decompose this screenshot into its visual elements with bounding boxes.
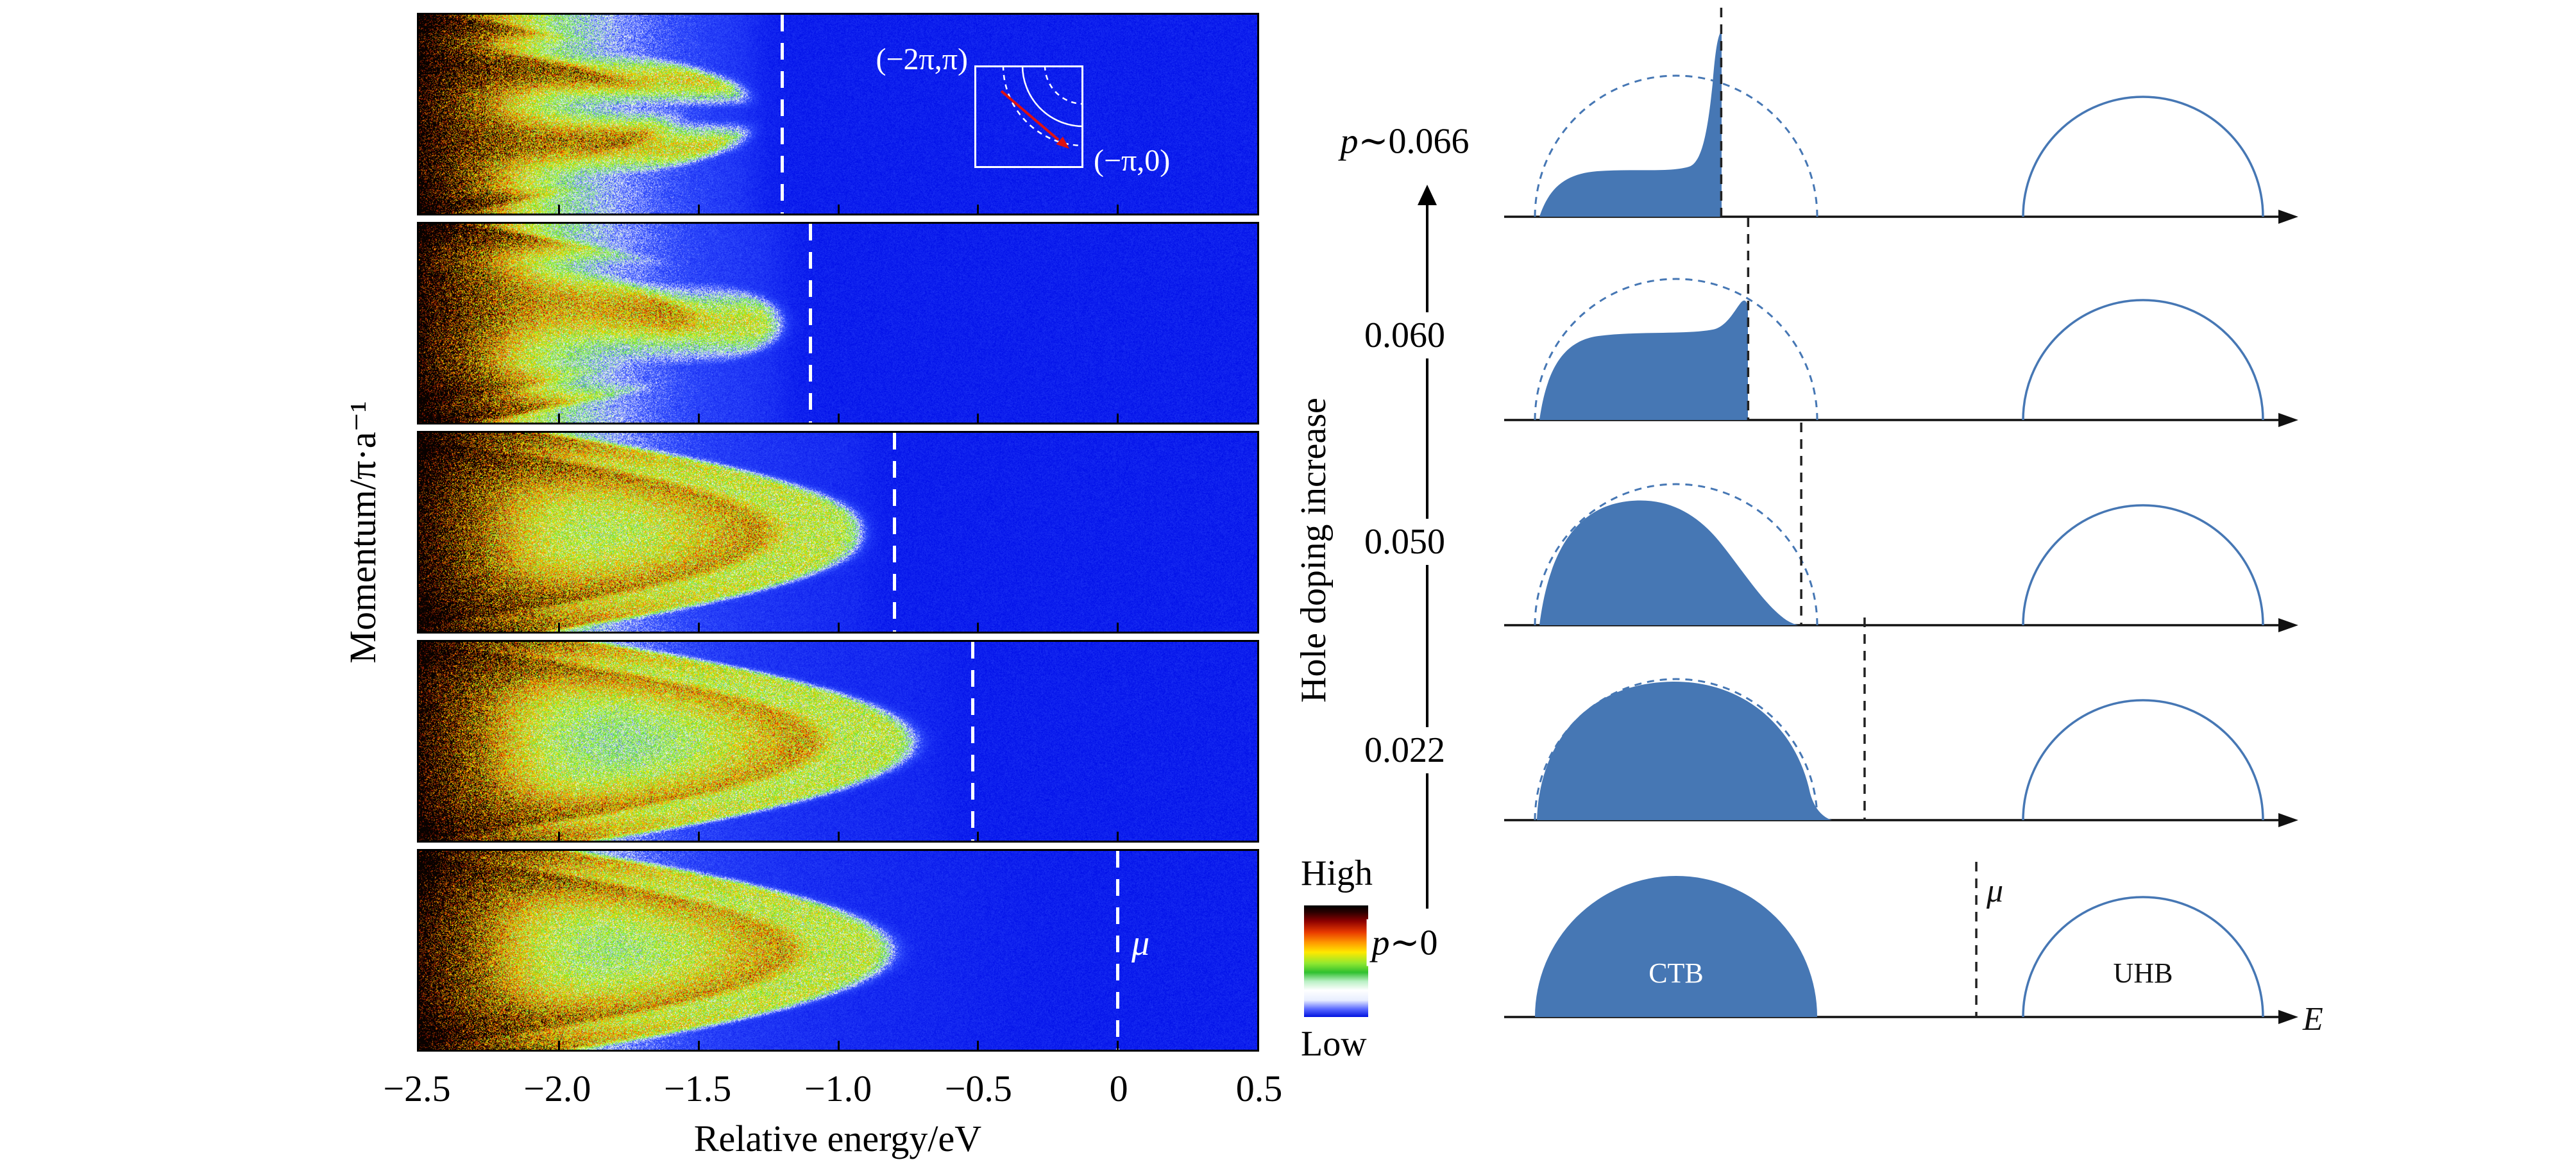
heatmap-panel-1 bbox=[417, 222, 1259, 424]
x-tick-label: −2.5 bbox=[383, 1067, 450, 1110]
doping-arrow-head-icon bbox=[1418, 185, 1437, 205]
doping-label-value: ∼0 bbox=[1390, 923, 1438, 963]
inset-corner-label-top: (−2π,π) bbox=[876, 42, 968, 77]
axis-tick bbox=[698, 832, 700, 841]
doping-level-label-4: p∼0 bbox=[1367, 920, 1443, 966]
x-axis-title: Relative energy/eV bbox=[694, 1117, 981, 1160]
chemical-potential-dashed-line bbox=[893, 433, 896, 632]
axis-tick bbox=[1117, 205, 1119, 214]
dos-row-1 bbox=[1501, 208, 2335, 439]
energy-axis-label: E bbox=[2302, 1001, 2323, 1038]
energy-axis-arrow-icon bbox=[2278, 1010, 2298, 1024]
heatmap-panel-0: (−2π,π) (−π,0) bbox=[417, 13, 1259, 215]
axis-tick bbox=[558, 832, 560, 841]
colorbar-low-label: Low bbox=[1301, 1023, 1367, 1064]
chemical-potential-dashed-line bbox=[809, 224, 812, 423]
doping-level-label-0: p∼0.066 bbox=[1335, 118, 1475, 165]
doping-label-value: ∼0.066 bbox=[1359, 122, 1470, 162]
x-tick-label: 0 bbox=[1110, 1067, 1128, 1110]
uhb-semicircle bbox=[2023, 300, 2263, 420]
chemical-potential-dashed-line bbox=[971, 642, 974, 841]
axis-tick bbox=[838, 832, 840, 841]
brillouin-zone-inset bbox=[974, 65, 1083, 168]
ctb-filled-shape bbox=[1535, 876, 1817, 1017]
ctb-filled-shape bbox=[1539, 31, 1722, 217]
axis-tick bbox=[558, 1041, 560, 1050]
axis-tick bbox=[977, 832, 979, 841]
axis-tick bbox=[1117, 414, 1119, 423]
ctb-filled-shape bbox=[1539, 500, 1800, 625]
uhb-label: UHB bbox=[2114, 957, 2173, 989]
axis-tick bbox=[838, 1041, 840, 1050]
heatmap-panel-3 bbox=[417, 640, 1259, 843]
axis-tick bbox=[558, 414, 560, 423]
doping-label-symbol: p bbox=[1341, 122, 1359, 162]
x-tick-label: −1.0 bbox=[804, 1067, 872, 1110]
uhb-semicircle bbox=[2023, 700, 2263, 820]
x-tick-label: −0.5 bbox=[945, 1067, 1012, 1110]
spectral-heatmap-canvas-1 bbox=[419, 224, 1257, 423]
figure-root: Momentum/π·a⁻¹ (−2π,π) (−π,0) μ −2.5 −2.0 −1… bbox=[0, 0, 2576, 1159]
axis-tick bbox=[1117, 832, 1119, 841]
heatmap-panel-4: μ bbox=[417, 849, 1259, 1052]
momentum-cut-arrow-icon bbox=[1001, 91, 1069, 149]
x-tick-label: 0.5 bbox=[1236, 1067, 1283, 1110]
dos-row-0 bbox=[1501, 5, 2335, 236]
axis-tick bbox=[558, 205, 560, 214]
doping-level-label-3: 0.022 bbox=[1359, 727, 1450, 773]
x-tick-label: −2.0 bbox=[523, 1067, 591, 1110]
colorbar bbox=[1304, 905, 1368, 1017]
chemical-potential-dashed-line bbox=[781, 15, 784, 214]
doping-axis-title: Hole doping increase bbox=[1293, 398, 1334, 703]
heatmap-panel-2 bbox=[417, 431, 1259, 634]
doping-label-symbol: p bbox=[1372, 923, 1390, 963]
spectral-heatmap-canvas-3 bbox=[419, 642, 1257, 841]
inset-corner-label-bottom: (−π,0) bbox=[1094, 143, 1170, 178]
axis-tick bbox=[838, 414, 840, 423]
uhb-semicircle bbox=[2023, 505, 2263, 625]
axis-tick bbox=[977, 1041, 979, 1050]
chemical-potential-dashed-line bbox=[1116, 851, 1119, 1050]
axis-tick bbox=[977, 414, 979, 423]
axis-tick bbox=[838, 205, 840, 214]
mu-label-dos: μ bbox=[1986, 873, 2003, 909]
ctb-filled-shape bbox=[1539, 301, 1748, 420]
doping-level-label-2: 0.050 bbox=[1359, 519, 1450, 565]
x-tick-label: −1.5 bbox=[664, 1067, 731, 1110]
spectral-heatmap-canvas-0 bbox=[419, 15, 1257, 214]
ctb-label: CTB bbox=[1648, 957, 1704, 989]
axis-tick bbox=[698, 205, 700, 214]
dos-row-4: CTB UHB μ E bbox=[1501, 805, 2335, 1036]
doping-level-label-1: 0.060 bbox=[1359, 312, 1450, 358]
axis-tick bbox=[558, 623, 560, 632]
axis-tick bbox=[1117, 623, 1119, 632]
ctb-filled-shape bbox=[1537, 682, 1832, 820]
spectral-heatmap-canvas-2 bbox=[419, 433, 1257, 632]
uhb-semicircle bbox=[2023, 97, 2263, 217]
axis-tick bbox=[698, 623, 700, 632]
axis-tick bbox=[698, 1041, 700, 1050]
axis-tick bbox=[977, 623, 979, 632]
mu-label-heatmap: μ bbox=[1131, 923, 1149, 964]
axis-tick bbox=[977, 205, 979, 214]
y-axis-title: Momentum/π·a⁻¹ bbox=[341, 401, 384, 663]
dos-row-3 bbox=[1501, 609, 2335, 839]
axis-tick bbox=[698, 414, 700, 423]
colorbar-high-label: High bbox=[1301, 853, 1373, 894]
axis-tick bbox=[1117, 1041, 1119, 1050]
axis-tick bbox=[838, 623, 840, 632]
